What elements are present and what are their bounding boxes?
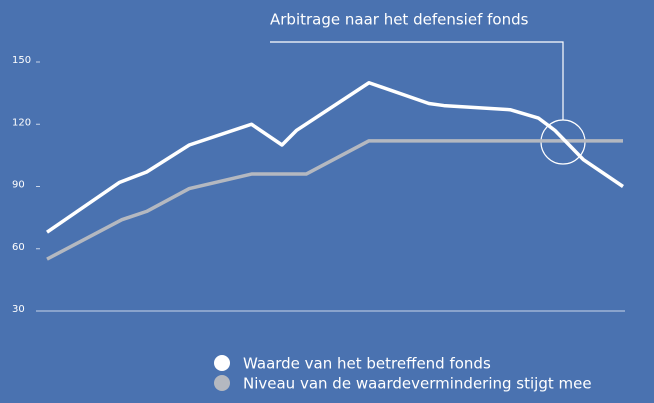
legend-label: Waarde van het betreffend fonds bbox=[243, 355, 491, 373]
legend-swatch bbox=[214, 355, 230, 371]
y-tick-label: 90 bbox=[12, 180, 25, 191]
legend-label: Niveau van de waardevermindering stijgt … bbox=[243, 375, 592, 393]
series-line bbox=[46, 139, 623, 261]
y-tick-label: 120 bbox=[12, 117, 31, 128]
y-tick-label: 60 bbox=[12, 242, 25, 253]
series-line bbox=[46, 81, 624, 234]
y-tick-label: 30 bbox=[12, 304, 25, 315]
annotation-bracket bbox=[270, 41, 564, 120]
legend-swatch bbox=[214, 375, 230, 391]
y-tick-label: 150 bbox=[12, 55, 31, 66]
annotation: Arbitrage naar het defensief fonds bbox=[270, 11, 529, 29]
